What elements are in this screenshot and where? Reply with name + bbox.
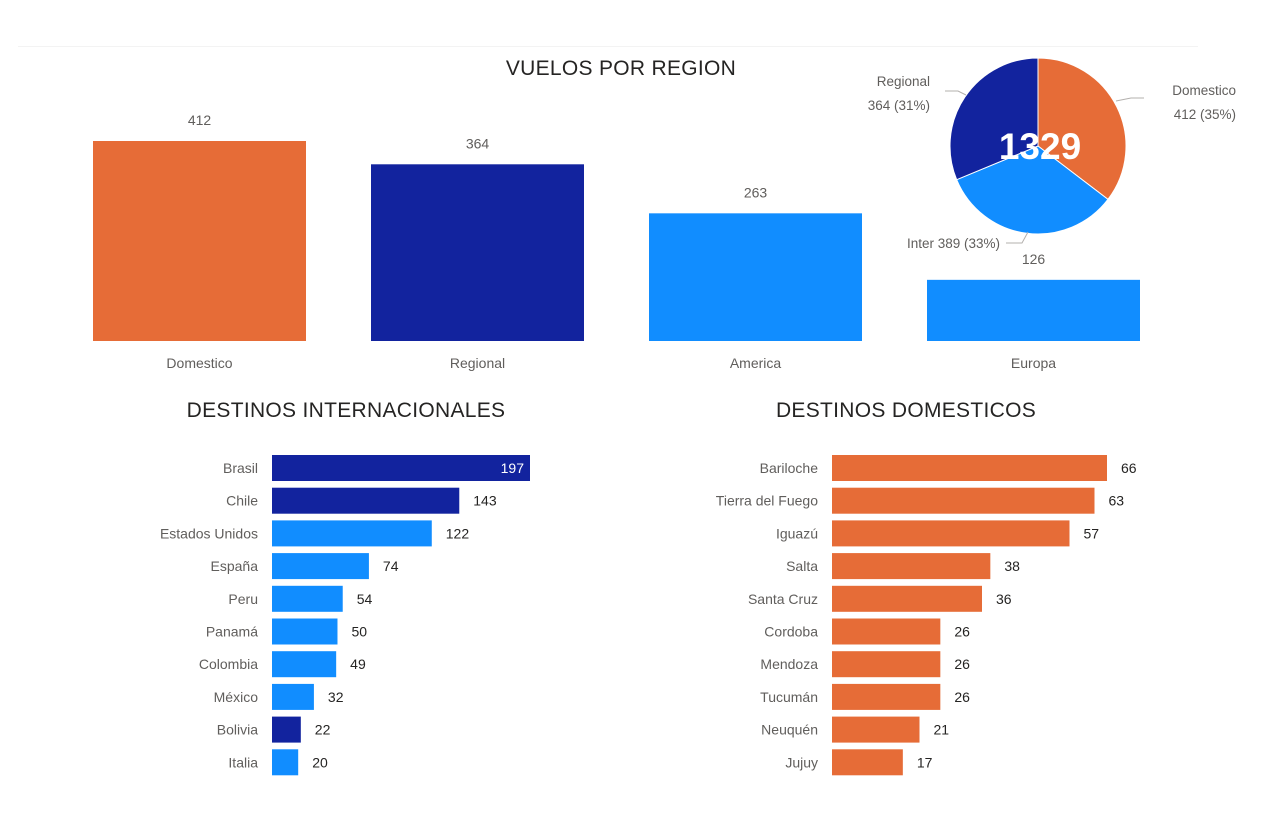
pie-label-domestico-name: Domestico [1172,83,1236,98]
data-label-iguazu: 57 [1084,525,1100,541]
data-label-mendoza: 26 [954,656,970,672]
data-label-bariloche: 66 [1121,460,1137,476]
y-tick-label-mexico: México [214,689,259,705]
bar-value-label-domestico: 412 [188,112,212,128]
pie-slice-inter[interactable] [956,145,1109,235]
dom-chart-title: DESTINOS DOMESTICOS [776,399,1036,422]
y-tick-label-tierra-del-fuego: Tierra del Fuego [716,493,818,509]
data-label-panama: 50 [351,624,367,640]
y-tick-label-iguazu: Iguazú [776,525,818,541]
pie-label-regional-name: Regional [877,74,930,89]
bar-panama[interactable] [272,618,338,645]
data-label-bolivia: 22 [315,722,331,738]
y-tick-label-salta: Salta [786,558,818,574]
y-tick-label-bariloche: Bariloche [760,460,819,476]
bar-colombia[interactable] [272,651,337,678]
data-label-tucuman: 26 [954,689,970,705]
data-label-estados-unidos: 122 [446,525,470,541]
bar-peru[interactable] [272,585,343,612]
pie-label-inter: Inter 389 (33%) [907,236,1000,251]
data-label-santa-cruz: 36 [996,591,1012,607]
intl-bars: Brasil 197 Chile 143 Estados Unidos 122 España… [160,455,530,776]
x-tick-label-domestico: Domestico [166,355,232,371]
region-bar-chart: VUELOS POR REGION 412 Domestico 364 Regiona… [93,57,1140,371]
y-tick-label-peru: Peru [228,591,258,607]
x-tick-label-europa: Europa [1011,355,1056,371]
y-tick-label-cordoba: Cordoba [764,624,818,640]
leader-line-regional [945,90,967,96]
data-label-peru: 54 [357,591,373,607]
x-tick-label-regional: Regional [450,355,505,371]
bar-espana[interactable] [272,553,369,580]
pie-center-total: 1329 [999,126,1081,167]
pie-label-regional-value: 364 (31%) [868,98,930,113]
bar-cordoba[interactable] [832,618,941,645]
pie-label-domestico-value: 412 (35%) [1174,107,1236,122]
pie-leader-lines [945,90,1144,244]
bar-value-label-regional: 364 [466,135,490,151]
pie-slice-regional[interactable] [949,57,1039,181]
bar-tucuman[interactable] [832,683,941,710]
bar-estados-unidos[interactable] [272,520,432,547]
y-tick-label-panama: Panamá [206,624,258,640]
bar-mexico[interactable] [272,683,314,710]
bar-santa-cruz[interactable] [832,585,982,612]
data-label-espana: 74 [383,558,399,574]
region-bars: 412 Domestico 364 Regional 263 America 126 Euro… [93,112,1140,371]
bar-chile[interactable] [272,487,460,514]
y-tick-label-jujuy: Jujuy [785,754,818,770]
data-label-cordoba: 26 [954,624,970,640]
pie-slice-domestico[interactable] [1037,57,1127,201]
data-label-colombia: 49 [350,656,366,672]
region-pie-chart: Domestico 412 (35%) Regional 364 (31%) I… [868,57,1236,251]
bar-salta[interactable] [832,553,991,580]
pie-slices [949,57,1127,235]
bar-regional[interactable] [371,164,584,341]
bar-bariloche[interactable] [832,455,1107,481]
y-tick-label-santa-cruz: Santa Cruz [748,591,818,607]
region-chart-title: VUELOS POR REGION [506,57,736,80]
top-divider [18,46,1198,47]
y-tick-label-italia: Italia [228,754,258,770]
bar-domestico[interactable] [93,141,306,341]
bar-america[interactable] [649,213,862,341]
y-tick-label-brasil: Brasil [223,460,258,476]
dom-bars: Bariloche 66 Tierra del Fuego 63 Iguazú 57 Sal… [716,455,1137,776]
bar-italia[interactable] [272,749,299,776]
data-label-mexico: 32 [328,689,344,705]
leader-line-domestico [1115,97,1144,102]
data-label-jujuy: 17 [917,754,933,770]
bar-iguazu[interactable] [832,520,1070,547]
data-label-salta: 38 [1004,558,1020,574]
data-label-neuquen: 21 [934,722,950,738]
bar-mendoza[interactable] [832,651,941,678]
bar-jujuy[interactable] [832,749,903,776]
bar-europa[interactable] [927,279,1140,341]
y-tick-label-estados-unidos: Estados Unidos [160,525,258,541]
bar-neuquen[interactable] [832,716,920,743]
y-tick-label-tucuman: Tucumán [760,689,818,705]
y-tick-label-neuquen: Neuquén [761,722,818,738]
x-tick-label-america: America [730,355,782,371]
y-tick-label-bolivia: Bolivia [217,722,258,738]
y-tick-label-colombia: Colombia [199,656,258,672]
bar-tierra-del-fuego[interactable] [832,487,1095,514]
data-label-brasil: 197 [501,460,525,476]
y-tick-label-chile: Chile [226,493,258,509]
bar-bolivia[interactable] [272,716,301,743]
bar-value-label-europa: 126 [1022,251,1046,267]
data-label-italia: 20 [312,754,328,770]
intl-chart-title: DESTINOS INTERNACIONALES [187,399,506,422]
dom-destinations-chart: DESTINOS DOMESTICOS Bariloche 66 Tierra de… [716,399,1137,776]
bar-brasil[interactable] [272,455,530,481]
y-tick-label-mendoza: Mendoza [760,656,818,672]
y-tick-label-espana: España [211,558,259,574]
intl-destinations-chart: DESTINOS INTERNACIONALES Brasil 197 Chile 1… [160,399,530,776]
leader-line-inter [1006,231,1029,244]
data-label-tierra-del-fuego: 63 [1109,493,1125,509]
data-label-chile: 143 [473,493,497,509]
bar-value-label-america: 263 [744,184,768,200]
